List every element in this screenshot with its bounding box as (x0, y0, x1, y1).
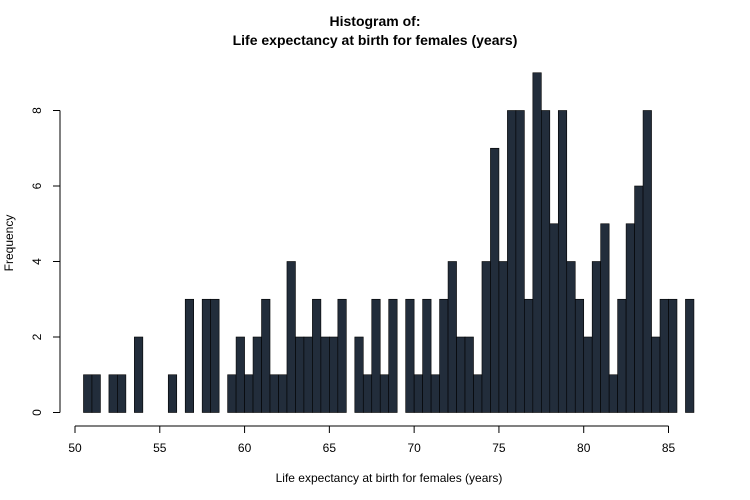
y-tick-label: 4 (30, 258, 44, 265)
histogram-bar (566, 261, 576, 413)
y-axis: 0 2 4 6 8 (30, 107, 61, 416)
histogram-bar (507, 110, 517, 413)
x-axis-label: Life expectancy at birth for females (ye… (276, 471, 503, 485)
histogram-bar (600, 223, 610, 413)
x-tick-label: 85 (662, 441, 676, 455)
histogram-bar (430, 374, 440, 413)
x-axis: 50 55 60 65 70 75 80 85 (68, 425, 676, 455)
histogram-bar (167, 374, 178, 413)
histogram-bar (252, 336, 262, 413)
chart-title-line1: Histogram of: (329, 13, 421, 29)
histogram-bar (320, 336, 330, 413)
x-tick-label: 80 (577, 441, 591, 455)
histogram-bar (210, 298, 220, 413)
histogram-bar (354, 336, 364, 413)
histogram-bar (583, 336, 593, 413)
histogram-bar (439, 298, 449, 413)
histogram-bar (490, 147, 500, 413)
histogram-bar (591, 261, 601, 413)
x-tick-label: 75 (492, 441, 506, 455)
histogram-bar (108, 374, 118, 413)
histogram-bar (371, 298, 381, 413)
histogram-bar (303, 336, 313, 413)
histogram-bar (574, 298, 585, 413)
histogram-bar (134, 336, 144, 413)
y-axis-label: Frequency (2, 215, 16, 272)
chart-title-line2: Life expectancy at birth for females (ye… (232, 32, 518, 48)
histogram-bar (286, 261, 296, 413)
x-tick-label: 65 (323, 441, 337, 455)
y-tick-label: 2 (30, 333, 44, 340)
histogram-bar (481, 261, 491, 413)
histogram-bar (227, 374, 237, 413)
histogram-bar (261, 298, 271, 413)
histogram-bar (642, 110, 652, 413)
histogram-bar (625, 223, 635, 413)
histogram-bar (557, 110, 568, 413)
histogram-bar (617, 298, 627, 413)
histogram-bar (117, 374, 127, 413)
x-tick-label: 60 (238, 441, 252, 455)
histogram-bar (659, 298, 669, 413)
histogram-bar (83, 374, 93, 413)
histogram-bar (549, 223, 559, 413)
histogram-bar (244, 374, 254, 413)
histogram-bar (456, 336, 466, 413)
histogram-bar (235, 336, 245, 413)
histogram-bar (388, 298, 398, 413)
histogram-bar (413, 374, 423, 413)
histogram-bar (91, 374, 101, 413)
histogram-bar (668, 298, 678, 413)
histogram-bar (362, 374, 373, 413)
x-tick-label: 55 (153, 441, 167, 455)
histogram-bar (269, 374, 279, 413)
histogram-bar (532, 72, 542, 413)
histogram-bar (464, 336, 474, 413)
histogram-bar (184, 298, 195, 413)
histogram-bar (405, 298, 415, 413)
histogram-bar (447, 261, 457, 413)
histogram-bar (651, 336, 661, 413)
histogram-bar (515, 110, 525, 413)
histogram-bars (83, 72, 695, 413)
x-tick-label: 50 (68, 441, 82, 455)
histogram-bar (685, 298, 695, 413)
histogram-bar (422, 298, 432, 413)
y-tick-label: 6 (30, 182, 44, 189)
histogram-bar (295, 336, 305, 413)
histogram-bar (498, 261, 508, 413)
histogram-bar (379, 374, 390, 413)
histogram-bar (524, 298, 534, 413)
histogram-bar (608, 374, 618, 413)
histogram-bar (634, 185, 644, 413)
x-tick-label: 70 (407, 441, 421, 455)
histogram-bar (278, 374, 288, 413)
y-tick-label: 0 (30, 409, 44, 416)
y-tick-label: 8 (30, 107, 44, 114)
histogram-bar (201, 298, 211, 413)
histogram-bar (312, 298, 322, 413)
histogram-bar (541, 110, 551, 413)
histogram-bar (337, 298, 347, 413)
histogram-bar (329, 336, 339, 413)
histogram-bar (473, 374, 483, 413)
